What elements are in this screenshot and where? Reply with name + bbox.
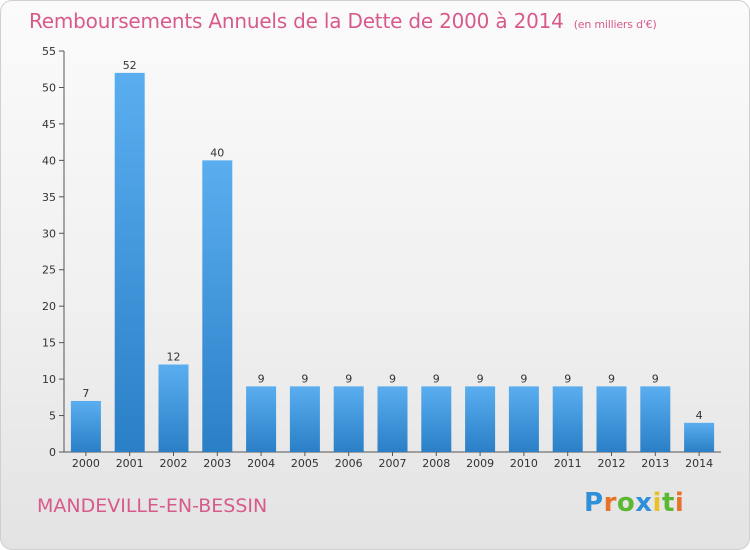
bar (333, 386, 364, 452)
x-tick-label: 2006 (335, 457, 363, 470)
bar (158, 364, 189, 452)
chart-unit: (en milliers d'€) (573, 18, 657, 31)
data-label: 9 (258, 372, 265, 385)
data-label: 9 (564, 372, 571, 385)
y-tick-label: 30 (42, 227, 56, 240)
y-tick-label: 40 (42, 154, 56, 167)
data-label: 9 (345, 372, 352, 385)
data-label: 4 (696, 409, 703, 422)
data-label: 9 (652, 372, 659, 385)
chart-title: Remboursements Annuels de la Dette de 20… (29, 9, 657, 33)
bar (465, 386, 496, 452)
x-tick-label: 2011 (554, 457, 582, 470)
x-tick-label: 2001 (116, 457, 144, 470)
bars: 7 52 12 40 9 9 9 9 9 9 9 9 9 9 4 (70, 59, 715, 452)
data-label: 9 (301, 372, 308, 385)
x-tick-label: 2005 (291, 457, 319, 470)
x-tick-label: 2002 (160, 457, 188, 470)
data-label: 40 (210, 146, 224, 159)
x-tick-label: 2000 (72, 457, 100, 470)
data-label: 7 (82, 387, 89, 400)
bar (246, 386, 277, 452)
x-tick-label: 2014 (685, 457, 713, 470)
bar (202, 160, 233, 452)
y-tick-label: 0 (49, 446, 56, 459)
bar (508, 386, 539, 452)
x-tick-label: 2008 (422, 457, 450, 470)
axes: 0 5 10 15 20 25 30 35 40 45 50 55 2000 2001 2002 2003 20… (42, 45, 721, 470)
y-tick-label: 50 (42, 81, 56, 94)
x-tick-label: 2007 (379, 457, 407, 470)
x-tick-label: 2004 (247, 457, 275, 470)
bar (684, 422, 715, 452)
chart-title-text: Remboursements Annuels de la Dette de 20… (29, 9, 564, 33)
bar (70, 400, 101, 452)
y-tick-label: 15 (42, 337, 56, 350)
bar (596, 386, 627, 452)
y-tick-label: 55 (42, 45, 56, 58)
data-label: 9 (520, 372, 527, 385)
commune-name: MANDEVILLE-EN-BESSIN (37, 495, 268, 517)
bar (552, 386, 583, 452)
y-tick-label: 35 (42, 191, 56, 204)
proxiti-logo: Proxiti (584, 488, 685, 518)
data-label: 9 (433, 372, 440, 385)
y-tick-label: 20 (42, 300, 56, 313)
bar (421, 386, 452, 452)
y-tick-label: 25 (42, 264, 56, 277)
bar (114, 72, 145, 452)
bar (289, 386, 320, 452)
x-tick-label: 2010 (510, 457, 538, 470)
data-label: 9 (477, 372, 484, 385)
data-label: 52 (123, 59, 137, 72)
y-tick-label: 5 (49, 410, 56, 423)
bar (377, 386, 408, 452)
data-label: 9 (389, 372, 396, 385)
x-tick-label: 2013 (641, 457, 669, 470)
data-label: 9 (608, 372, 615, 385)
x-tick-label: 2009 (466, 457, 494, 470)
y-tick-label: 45 (42, 118, 56, 131)
x-tick-label: 2003 (203, 457, 231, 470)
data-label: 12 (167, 351, 181, 364)
x-tick-label: 2012 (598, 457, 626, 470)
bar (640, 386, 671, 452)
y-tick-label: 10 (42, 373, 56, 386)
